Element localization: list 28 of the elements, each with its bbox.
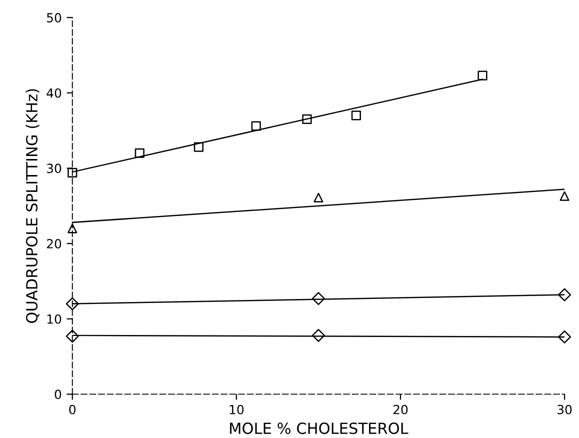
point: [312, 292, 325, 306]
point: [558, 288, 572, 302]
y-tick-label: 20: [46, 239, 62, 248]
point: [68, 224, 78, 234]
point: [66, 297, 79, 310]
point: [314, 192, 324, 202]
x-tick-label: 20: [393, 404, 408, 414]
point: [312, 328, 325, 342]
point: [68, 168, 78, 178]
y-tick-label: 10: [47, 314, 62, 324]
point: [302, 114, 312, 124]
point: [134, 148, 144, 158]
point: [194, 142, 204, 152]
point: [558, 330, 572, 344]
y-tick-label: 40: [46, 88, 62, 98]
x-tick-label: 30: [558, 404, 572, 414]
x-tick-label: 10: [230, 404, 244, 414]
y-axis-title: QUADRUPOLE SPLITTING (KHz): [26, 89, 40, 323]
point: [66, 330, 79, 343]
x-axis-title: MOLE % CHOLESTEROL: [230, 422, 408, 434]
y-tick-label: 50: [47, 12, 62, 22]
y-tick-label: 0: [54, 390, 62, 400]
point: [478, 70, 488, 80]
x-tick-label: 0: [69, 404, 76, 414]
point: [351, 110, 361, 120]
y-tick-label: 30: [47, 164, 62, 174]
point: [560, 191, 570, 201]
point: [251, 121, 261, 131]
